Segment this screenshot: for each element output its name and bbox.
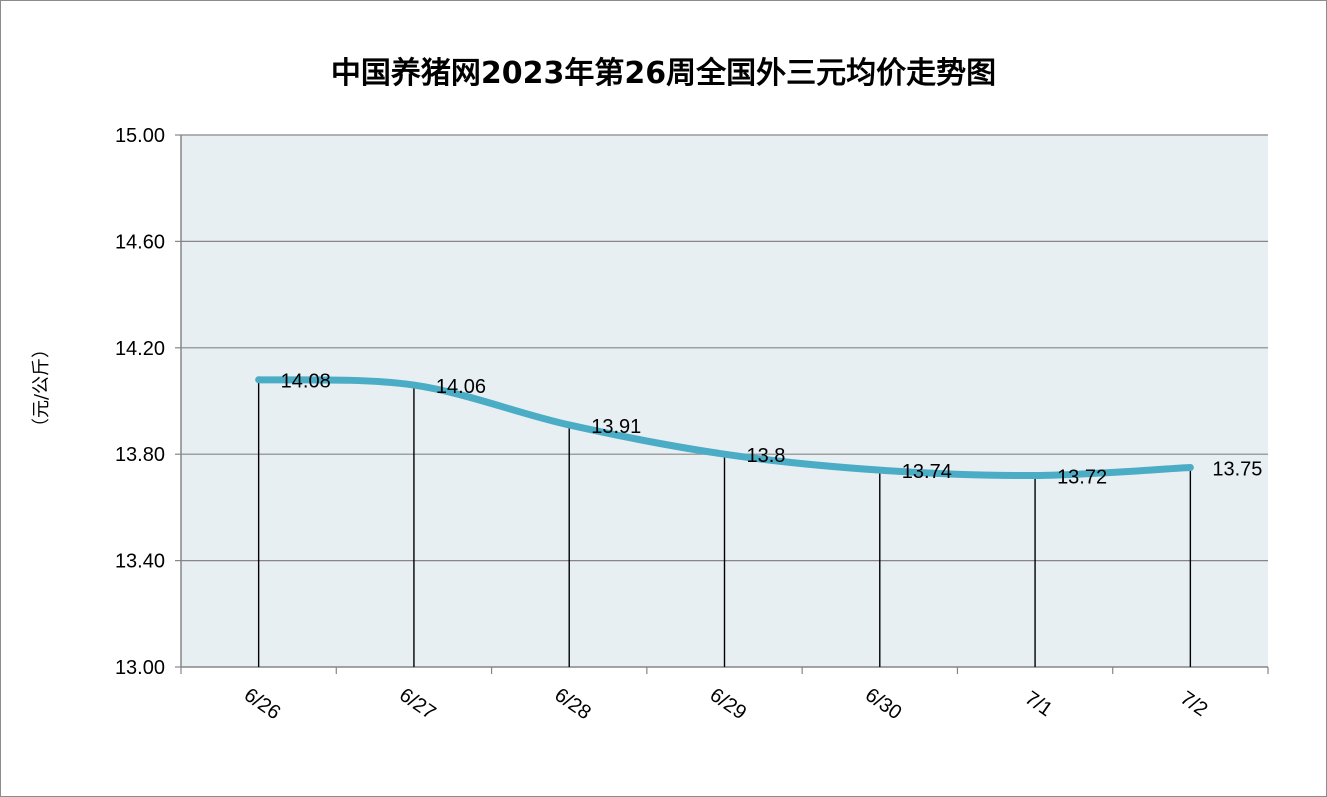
x-tick-labels: 6/26 6/27 6/28 6/29 6/30 7/1 7/2 <box>240 684 1212 724</box>
y-tick-labels: 13.00 13.40 13.80 14.20 14.60 15.00 <box>115 125 165 679</box>
chart-title: 中国养猪网2023年第26周全国外三元均价走势图 <box>330 56 997 91</box>
data-label: 14.08 <box>281 371 331 393</box>
y-tick-label: 14.60 <box>115 231 165 253</box>
x-tick-label: 6/26 <box>240 684 285 724</box>
data-label: 13.75 <box>1212 459 1262 481</box>
x-tick-label: 6/30 <box>861 684 906 724</box>
data-label: 13.74 <box>902 461 952 483</box>
x-tick-label: 6/27 <box>395 684 440 724</box>
x-tick-label: 7/1 <box>1021 687 1056 721</box>
data-label: 13.91 <box>591 416 641 438</box>
data-labels: 14.08 14.06 13.91 13.8 13.74 13.72 13.75 <box>281 371 1263 489</box>
x-tick-label: 6/28 <box>550 684 595 724</box>
y-tick-label: 13.80 <box>115 444 165 466</box>
y-tick-label: 13.40 <box>115 551 165 573</box>
x-tick-label: 6/29 <box>706 684 751 724</box>
x-tick-label: 7/2 <box>1176 687 1211 721</box>
y-tick-label: 15.00 <box>115 125 165 147</box>
series-line <box>255 376 1194 480</box>
series-layer <box>255 376 1194 480</box>
y-tick-label: 13.00 <box>115 657 165 679</box>
data-label: 14.06 <box>436 376 486 398</box>
data-label: 13.72 <box>1057 466 1107 488</box>
drop-lines <box>257 379 1192 667</box>
y-tick-label: 14.20 <box>115 338 165 360</box>
data-label: 13.8 <box>747 445 786 467</box>
